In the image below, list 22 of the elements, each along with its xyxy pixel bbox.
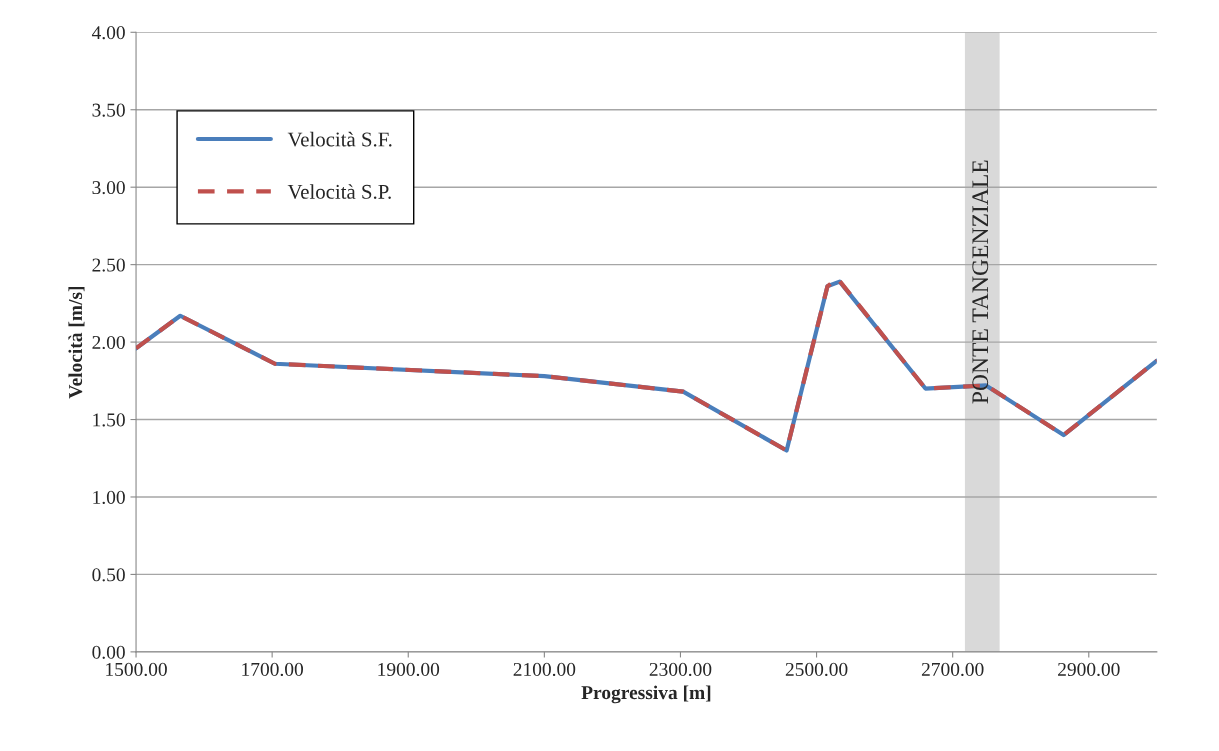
x-tick-label: 2500.00	[785, 662, 848, 677]
y-tick-label: 0.00	[92, 645, 125, 659]
y-tick-label: 3.00	[92, 181, 125, 195]
legend-label: Velocità S.F.	[287, 131, 392, 147]
x-axis-title: Progressiva [m]	[581, 685, 711, 704]
y-tick-label: 1.00	[93, 490, 125, 504]
y-tick-label: 2.50	[92, 258, 125, 272]
band-label: PONTE TANGENZIALE	[972, 160, 989, 404]
y-tick-label: 2.00	[92, 335, 125, 350]
y-axis-title: Velocità [m/s]	[68, 286, 85, 399]
x-tick-label: 2700.00	[921, 662, 984, 677]
y-tick-label: 1.50	[93, 413, 125, 427]
y-tick-label: 3.50	[92, 103, 125, 117]
legend-label: Velocità S.P.	[287, 184, 391, 199]
x-tick-label: 1500.00	[106, 662, 167, 677]
x-tick-label: 1700.00	[242, 662, 303, 677]
y-tick-label: 4.00	[91, 26, 125, 40]
x-tick-label: 2300.00	[649, 662, 712, 677]
y-tick-label: 0.50	[92, 568, 125, 582]
x-tick-label: 2900.00	[1058, 662, 1120, 677]
x-tick-label: 2100.00	[513, 662, 576, 677]
x-tick-label: 1900.00	[378, 662, 440, 677]
